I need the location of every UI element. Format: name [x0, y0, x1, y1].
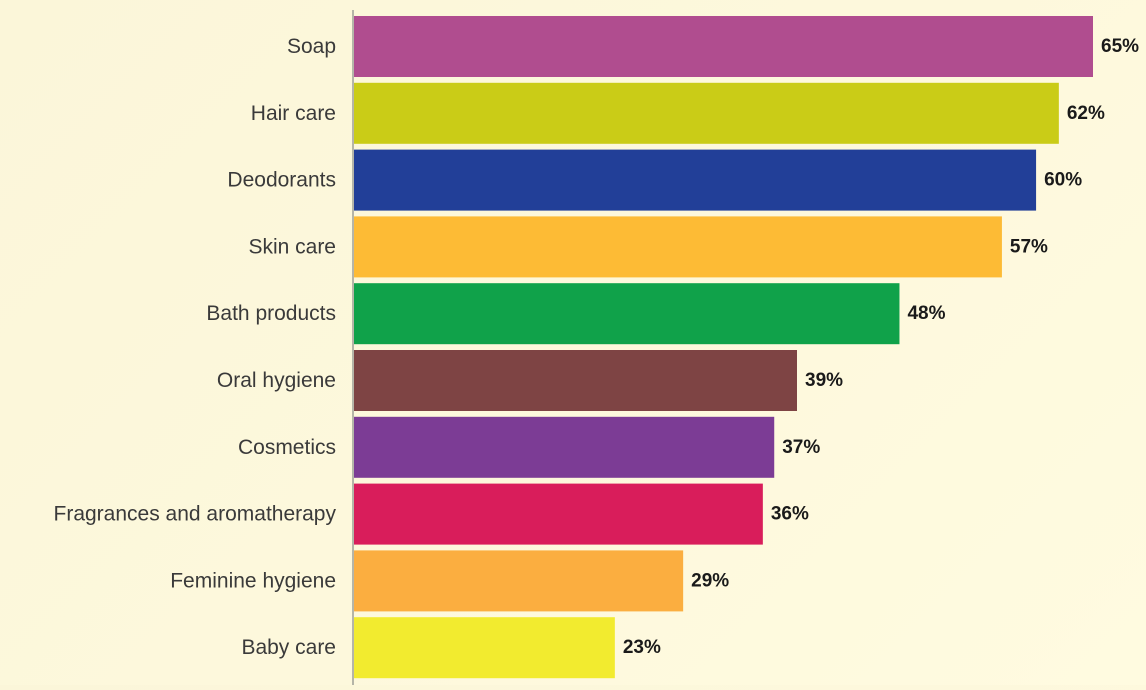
category-labels-layer: Soap Hair care Deodorants Skin care Bath pro…: [54, 35, 337, 659]
bar-oral-hygiene: [353, 350, 797, 411]
category-label-baby-care: Baby care: [241, 636, 336, 659]
category-label-fragrances-and-aromatherapy: Fragrances and aromatherapy: [54, 503, 337, 526]
bar-hair-care: [353, 82, 1059, 144]
value-label-fragrances-and-aromatherapy: 36%: [771, 504, 809, 525]
value-label-skin-care: 57%: [1010, 236, 1048, 257]
category-label-hair-care: Hair care: [251, 102, 336, 125]
bar-skin-care: [353, 216, 1002, 278]
bar-baby-care: [353, 617, 615, 679]
value-label-hair-care: 62%: [1067, 103, 1105, 124]
value-labels-layer: 65% 62% 60% 57% 48% 39% 37% 36% 29% 23%: [623, 36, 1139, 658]
value-label-baby-care: 23%: [623, 637, 661, 658]
value-label-bath-products: 48%: [907, 303, 945, 324]
category-label-skin-care: Skin care: [248, 235, 336, 258]
bar-soap: [353, 16, 1093, 77]
bar-feminine-hygiene: [353, 550, 684, 612]
category-label-feminine-hygiene: Feminine hygiene: [170, 569, 336, 592]
bar-bath-products: [353, 283, 900, 345]
value-label-oral-hygiene: 39%: [805, 370, 843, 391]
value-label-deodorants: 60%: [1044, 170, 1082, 191]
value-label-cosmetics: 37%: [782, 437, 820, 458]
category-label-cosmetics: Cosmetics: [238, 436, 336, 459]
bar-cosmetics: [353, 416, 775, 478]
value-label-soap: 65%: [1101, 36, 1139, 57]
bar-fragrances-and-aromatherapy: [353, 483, 763, 545]
category-label-soap: Soap: [287, 35, 336, 58]
bars-layer: [353, 16, 1093, 679]
category-label-oral-hygiene: Oral hygiene: [217, 369, 336, 392]
value-label-feminine-hygiene: 29%: [691, 570, 729, 591]
category-label-deodorants: Deodorants: [227, 169, 336, 192]
category-label-bath-products: Bath products: [206, 302, 336, 325]
bar-deodorants: [353, 149, 1037, 211]
